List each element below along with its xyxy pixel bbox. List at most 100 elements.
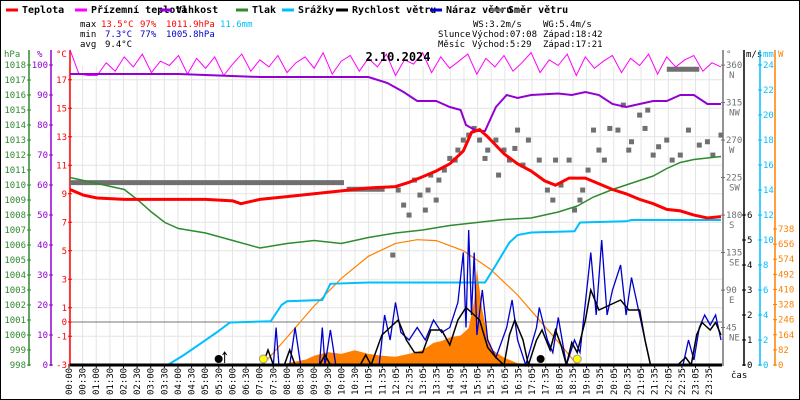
rain-tick-label: 18 xyxy=(763,136,774,146)
humidity-tick-label: 50 xyxy=(37,211,48,221)
x-tick-label: 04:30 xyxy=(188,368,198,395)
direction-tick-label: 360 xyxy=(726,61,742,71)
wind-direction-point xyxy=(428,172,434,178)
x-tick-label: 12:05 xyxy=(392,368,402,395)
x-tick-label: 21:05 xyxy=(637,368,647,395)
wind-direction-point xyxy=(710,152,716,158)
x-tick-label: 00:00 xyxy=(65,368,75,395)
rain-tick-label: 14 xyxy=(763,186,774,196)
x-tick-label: 02:00 xyxy=(119,368,129,395)
max-rain: 11.6mm xyxy=(220,20,253,30)
wind-direction-point xyxy=(477,137,483,143)
pressure-tick-label: 1002 xyxy=(4,301,26,311)
rain-line xyxy=(70,219,721,366)
solar-tick-label: 82 xyxy=(778,346,789,356)
pressure-tick-label: 1016 xyxy=(4,91,26,101)
sunset: Západ:18:42 xyxy=(543,30,603,40)
x-tick-label: 00:30 xyxy=(79,368,89,395)
max-temp: 13.5°C xyxy=(101,20,134,30)
wind-direction-point xyxy=(436,177,442,183)
wind-direction-point xyxy=(585,167,591,173)
rain-tick-label: 6 xyxy=(763,286,768,296)
direction-tick-label: 225 xyxy=(726,174,742,184)
pressure-line xyxy=(69,155,722,249)
wind-direction-point xyxy=(596,147,602,153)
wind-direction-point xyxy=(601,157,607,163)
direction-compass-label: NW xyxy=(729,109,740,119)
x-tick-label: 23:35 xyxy=(705,368,715,395)
x-axis-label: čas xyxy=(731,370,747,381)
wind-tick-label: 1 xyxy=(747,336,752,346)
direction-tick-label: 315 xyxy=(726,99,742,109)
sunrise: Východ:07:08 xyxy=(472,30,537,40)
pressure-tick-label: 1001 xyxy=(4,316,26,326)
wind-direction-point xyxy=(501,147,507,153)
rain-tick-label: 2 xyxy=(763,336,768,346)
humidity-tick-label: 80 xyxy=(37,121,48,131)
x-tick-label: 20:05 xyxy=(610,368,620,395)
max-humidity: 97% xyxy=(140,20,157,30)
wind-direction-point xyxy=(664,137,670,143)
wind-axis-title: m/s xyxy=(746,50,762,60)
x-tick-label: 18:35 xyxy=(569,368,579,395)
pressure-axis-title: hPa xyxy=(4,50,20,60)
wind-gust-stat: WG:5.4m/s xyxy=(543,20,592,30)
stats: max 13.5°C 97% 1011.9hPa 11.6mm min 7.3°… xyxy=(80,20,603,50)
pressure-tick-label: 1004 xyxy=(4,271,26,281)
wind-direction-point xyxy=(525,137,531,143)
temperature-tick-label: 13 xyxy=(56,133,67,143)
temperature-tick-label: 0 xyxy=(62,318,67,328)
x-tick-label: 02:30 xyxy=(133,368,143,395)
min-humidity: 77% xyxy=(140,30,157,40)
pressure-tick-label: 1008 xyxy=(4,211,26,221)
wind-tick-label: 5 xyxy=(747,236,752,246)
avg-temp: 9.4°C xyxy=(105,40,132,50)
direction-tick-label: 180 xyxy=(726,211,742,221)
wind-direction-point xyxy=(566,157,572,163)
wind-direction-point xyxy=(401,202,407,208)
rain-tick-label: 22 xyxy=(763,86,774,96)
legend-label: Srážky xyxy=(298,4,334,16)
x-tick-label: 23:05 xyxy=(692,368,702,395)
wind-direction-point xyxy=(607,125,613,131)
solar-tick-label: 0 xyxy=(778,361,783,371)
x-tick-label: 09:30 xyxy=(324,368,334,395)
x-tick-label: 19:35 xyxy=(596,368,606,395)
x-tick-label: 21:35 xyxy=(651,368,661,395)
x-tick-label: 08:00 xyxy=(283,368,293,395)
wind-direction-point xyxy=(677,152,683,158)
x-tick-label: 15:05 xyxy=(474,368,484,395)
wind-direction-point xyxy=(685,127,691,133)
x-tick-label: 14:05 xyxy=(446,368,456,395)
temperature-tick-label: 11 xyxy=(56,161,67,171)
x-tick-label: 15:35 xyxy=(487,368,497,395)
moon-label: Měsíc xyxy=(438,40,465,50)
pressure-tick-label: 999 xyxy=(10,346,26,356)
humidity-tick-label: 20 xyxy=(37,301,48,311)
x-tick-label: 01:00 xyxy=(92,368,102,395)
wind-direction-point xyxy=(628,139,634,145)
wind-direction-point xyxy=(506,157,512,163)
wind-direction-point xyxy=(704,139,710,145)
pressure-tick-label: 1000 xyxy=(4,331,26,341)
wind-direction-point xyxy=(395,187,401,193)
x-tick-label: 22:35 xyxy=(678,368,688,395)
direction-compass-label: SW xyxy=(729,184,740,194)
humidity-line xyxy=(70,73,721,132)
x-tick-label: 18:05 xyxy=(555,368,565,395)
humidity-tick-label: 70 xyxy=(37,151,48,161)
solar-tick-label: 492 xyxy=(778,270,794,280)
wind-direction-point xyxy=(441,167,447,173)
humidity-tick-label: 100 xyxy=(32,61,48,71)
temperature-tick-label: 5 xyxy=(62,247,67,257)
wind-direction-point xyxy=(536,157,542,163)
wind-direction-point xyxy=(696,142,702,148)
temperature-tick-label: 3 xyxy=(62,275,67,285)
x-tick-label: 08:30 xyxy=(297,368,307,395)
x-tick-label: 20:35 xyxy=(623,368,633,395)
wind-direction-point xyxy=(553,157,559,163)
humidity-tick-label: 40 xyxy=(37,241,48,251)
legend-label: Tlak xyxy=(252,5,276,16)
